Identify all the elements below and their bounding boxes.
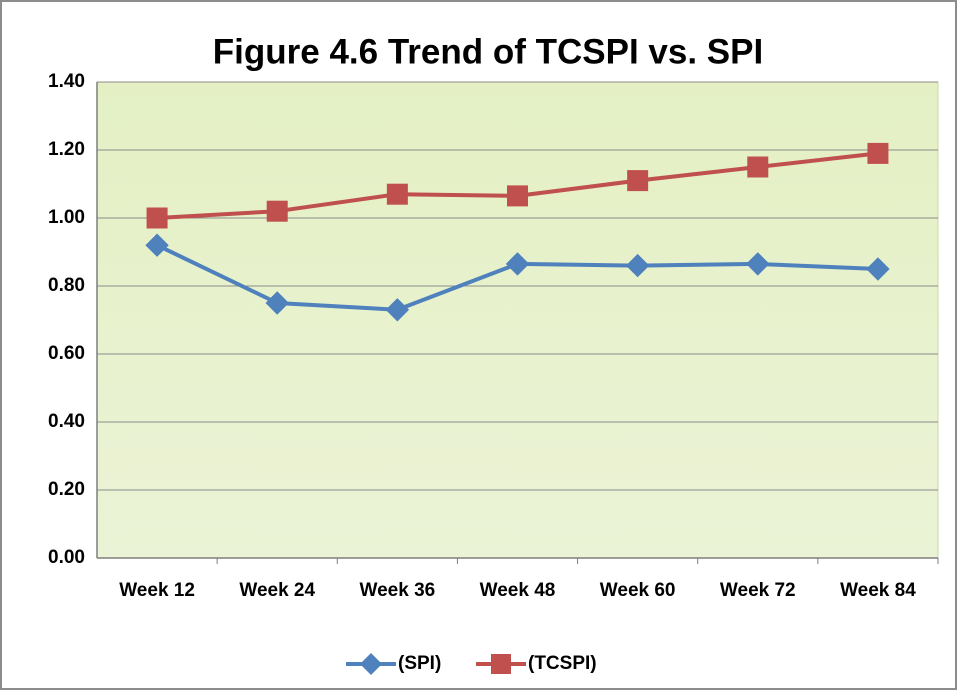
x-tick-label: Week 12 bbox=[119, 580, 195, 601]
legend-label: (SPI) bbox=[398, 653, 441, 674]
data-point bbox=[627, 170, 649, 192]
data-point bbox=[625, 253, 650, 278]
x-tick-label: Week 24 bbox=[239, 580, 315, 601]
data-point bbox=[265, 291, 289, 315]
data-point bbox=[747, 156, 769, 178]
data-point bbox=[385, 298, 410, 322]
y-tick-label: 1.40 bbox=[48, 71, 85, 92]
x-tick-label: Week 72 bbox=[720, 580, 796, 601]
x-tick-label: Week 48 bbox=[480, 580, 556, 601]
data-point bbox=[507, 185, 528, 207]
y-tick-label: 1.20 bbox=[48, 139, 85, 160]
data-point bbox=[386, 183, 408, 205]
data-point bbox=[146, 207, 168, 229]
legend-marker bbox=[360, 653, 382, 675]
data-point bbox=[266, 200, 288, 222]
x-tick-label: Week 84 bbox=[840, 580, 916, 601]
x-tick-label: Week 36 bbox=[360, 580, 436, 601]
y-tick-label: 0.20 bbox=[48, 479, 85, 500]
x-tick-label: Week 60 bbox=[600, 580, 676, 601]
data-point bbox=[505, 252, 530, 276]
legend-label: (TCSPI) bbox=[528, 653, 597, 674]
y-tick-label: 0.60 bbox=[48, 343, 85, 364]
y-tick-label: 0.80 bbox=[48, 275, 85, 296]
legend-marker bbox=[491, 654, 511, 674]
data-point bbox=[867, 142, 889, 164]
chart-title: Figure 4.6 Trend of TCSPI vs. SPI bbox=[213, 32, 763, 71]
y-tick-label: 0.40 bbox=[48, 411, 85, 432]
y-tick-label: 0.00 bbox=[48, 547, 85, 568]
plot-area bbox=[96, 81, 939, 559]
data-point bbox=[866, 257, 890, 281]
y-tick-label: 1.00 bbox=[48, 207, 85, 228]
data-point bbox=[746, 252, 770, 276]
data-point bbox=[145, 233, 169, 257]
